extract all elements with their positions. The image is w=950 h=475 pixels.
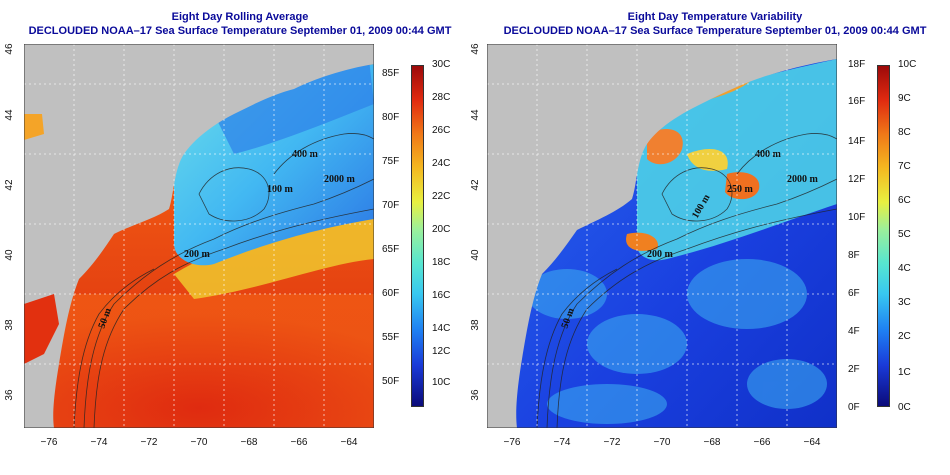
celsius-tick: 16C — [432, 290, 451, 301]
x-tick: −64 — [340, 437, 358, 448]
sst-average-map: 400 m 2000 m 100 m 200 m 50 m — [24, 44, 374, 428]
y-tick: 44 — [470, 109, 481, 121]
celsius-tick: 28C — [432, 92, 451, 103]
fahrenheit-tick: 50F — [382, 376, 400, 387]
x-tick: −68 — [703, 437, 721, 448]
x-tick: −72 — [140, 437, 158, 448]
celsius-tick: 1C — [898, 367, 911, 378]
fahrenheit-tick: 2F — [848, 364, 860, 375]
sst-average-panel: Eight Day Rolling Average DECLOUDED NOAA… — [0, 10, 480, 448]
fahrenheit-tick: 65F — [382, 244, 400, 255]
x-tick: −70 — [653, 437, 671, 448]
x-tick: −68 — [240, 437, 258, 448]
x-tick: −76 — [503, 437, 521, 448]
fahrenheit-tick: 14F — [848, 136, 866, 147]
x-tick: −76 — [40, 437, 58, 448]
y-tick: 44 — [4, 109, 15, 121]
fahrenheit-tick: 75F — [382, 156, 400, 167]
celsius-tick: 9C — [898, 93, 911, 104]
y-tick: 42 — [4, 179, 15, 191]
sst-variability-panel: Eight Day Temperature Variability DECLOU… — [470, 0, 950, 475]
fahrenheit-tick: 6F — [848, 288, 860, 299]
celsius-tick: 5C — [898, 229, 911, 240]
x-tick: −66 — [753, 437, 771, 448]
panel-title-line2: DECLOUDED NOAA–17 Sea Surface Temperatur… — [503, 25, 927, 37]
y-tick: 42 — [470, 179, 481, 191]
x-tick: −74 — [90, 437, 108, 448]
celsius-tick: 18C — [432, 257, 451, 268]
sst-variability-map: 400 m 2000 m 250 m 100 m 200 m 50 m — [487, 44, 837, 428]
panel-title-line2: DECLOUDED NOAA–17 Sea Surface Temperatur… — [28, 25, 452, 37]
fahrenheit-tick: 8F — [848, 250, 860, 261]
celsius-tick: 8C — [898, 127, 911, 138]
panel-title-line1: Eight Day Rolling Average — [171, 11, 309, 23]
fahrenheit-tick: 18F — [848, 59, 866, 70]
depth-label-100: 100 m — [267, 184, 294, 195]
fahrenheit-tick: 0F — [848, 402, 860, 413]
x-tick: −70 — [190, 437, 208, 448]
temperature-colorbar — [411, 65, 424, 407]
celsius-tick: 4C — [898, 263, 911, 274]
celsius-tick: 10C — [898, 59, 917, 70]
depth-label-200: 200 m — [647, 249, 674, 260]
depth-label-400: 400 m — [292, 149, 319, 160]
y-tick: 40 — [470, 249, 481, 261]
panel-title: Eight Day Rolling Average DECLOUDED NOAA… — [0, 10, 480, 38]
celsius-tick: 20C — [432, 224, 451, 235]
y-tick: 38 — [470, 319, 481, 331]
y-tick: 46 — [470, 43, 481, 55]
celsius-tick: 12C — [432, 346, 451, 357]
celsius-tick: 7C — [898, 161, 911, 172]
celsius-tick: 24C — [432, 158, 451, 169]
depth-label-400: 400 m — [755, 149, 782, 160]
y-tick: 38 — [4, 319, 15, 331]
x-tick: −72 — [603, 437, 621, 448]
y-tick: 46 — [4, 43, 15, 55]
fahrenheit-tick: 70F — [382, 200, 400, 211]
fahrenheit-tick: 80F — [382, 112, 400, 123]
fahrenheit-tick: 85F — [382, 68, 400, 79]
fahrenheit-tick: 4F — [848, 326, 860, 337]
variability-colorbar — [877, 65, 890, 407]
fahrenheit-tick: 12F — [848, 174, 866, 185]
x-tick: −74 — [553, 437, 571, 448]
fahrenheit-tick: 55F — [382, 332, 400, 343]
panel-title-line1: Eight Day Temperature Variability — [627, 11, 803, 23]
celsius-tick: 0C — [898, 402, 911, 413]
celsius-tick: 3C — [898, 297, 911, 308]
depth-label-200: 200 m — [184, 249, 211, 260]
celsius-tick: 14C — [432, 323, 451, 334]
fahrenheit-tick: 60F — [382, 288, 400, 299]
celsius-tick: 22C — [432, 191, 451, 202]
depth-label-2000: 2000 m — [787, 174, 819, 185]
x-tick: −64 — [803, 437, 821, 448]
celsius-tick: 30C — [432, 59, 451, 70]
celsius-tick: 2C — [898, 331, 911, 342]
celsius-tick: 6C — [898, 195, 911, 206]
y-tick: 40 — [4, 249, 15, 261]
celsius-tick: 10C — [432, 377, 451, 388]
y-tick: 36 — [470, 389, 481, 401]
sst-average-map-image: 400 m 2000 m 100 m 200 m 50 m — [24, 44, 374, 428]
depth-label-250: 250 m — [727, 184, 754, 195]
panel-title: Eight Day Temperature Variability DECLOU… — [480, 10, 950, 38]
fahrenheit-tick: 10F — [848, 212, 866, 223]
fahrenheit-tick: 16F — [848, 96, 866, 107]
sst-variability-map-image: 400 m 2000 m 250 m 100 m 200 m 50 m — [487, 44, 837, 428]
y-tick: 36 — [4, 389, 15, 401]
celsius-tick: 26C — [432, 125, 451, 136]
x-tick: −66 — [290, 437, 308, 448]
depth-label-2000: 2000 m — [324, 174, 356, 185]
